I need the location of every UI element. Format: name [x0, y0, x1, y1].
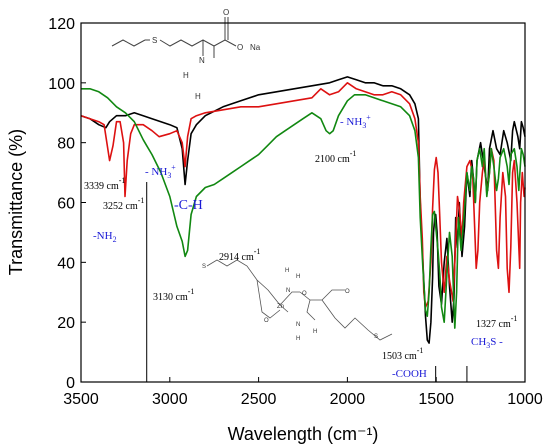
- mol-bot-h2-label: H: [296, 274, 300, 280]
- peak-annotation: - NH3+: [145, 163, 176, 180]
- x-tick-label: 1500: [418, 391, 454, 408]
- annotation-sup: -1: [119, 176, 126, 185]
- annotation-text: -C-H: [174, 198, 203, 213]
- mol-bot-o1-label: O: [302, 291, 307, 297]
- annotation-text: -NH: [93, 230, 113, 242]
- annotation-sup: -1: [138, 196, 145, 205]
- series-line-green: [81, 88, 526, 329]
- y-tick-label: 20: [57, 315, 75, 332]
- mol-bot-s2-label: S: [374, 334, 378, 340]
- series-lines: [80, 76, 526, 344]
- annotation-sub: 3: [362, 121, 366, 130]
- annotation-sup: -1: [417, 346, 424, 355]
- mol-top-h1-label: H: [183, 71, 189, 80]
- peak-annotation: 1327 cm-1: [476, 314, 517, 330]
- annotation-text: - NH: [145, 166, 167, 178]
- mol-top-na-label: Na: [250, 43, 261, 52]
- peak-annotation: -C-H: [174, 198, 203, 213]
- series-line-black: [80, 76, 526, 344]
- annotation-text: 1327 cm: [476, 319, 511, 330]
- peak-markers: [146, 182, 468, 382]
- plot-frame: [80, 22, 526, 383]
- mol-bot-n1-label: N: [286, 288, 290, 294]
- peak-annotation: - NH3+: [340, 113, 371, 130]
- peak-annotation: CH3S -: [471, 336, 503, 350]
- annotation-text: 3339 cm: [84, 181, 119, 192]
- annotation-text: 2100 cm: [315, 154, 350, 165]
- x-tick-label: 2500: [241, 391, 277, 408]
- mol-top-n-label: N: [199, 56, 205, 65]
- mol-top-o-label: O: [223, 8, 229, 17]
- y-axis-title: Transmittance (%): [6, 129, 26, 275]
- peak-annotation: 3339 cm-1: [84, 176, 125, 192]
- mol-top-h2-label: H: [195, 92, 201, 101]
- molecule-bottom: S Zn N H H O O O N H H S: [202, 259, 393, 342]
- annotation-text: 3252 cm: [103, 201, 138, 212]
- annotation-sub: 3: [167, 171, 171, 180]
- mol-bot-o2-label: O: [345, 289, 350, 295]
- peak-annotation: 3130 cm-1: [153, 287, 194, 303]
- mol-bot-h3-label: H: [296, 336, 300, 342]
- x-tick-label: 3500: [63, 391, 99, 408]
- annotation-text: 3130 cm: [153, 292, 188, 303]
- y-tick-label: 0: [66, 375, 75, 392]
- y-tick-label: 120: [48, 16, 75, 33]
- mol-bot-o3-label: O: [264, 318, 269, 324]
- annotation-text: 1503 cm: [382, 351, 417, 362]
- annotation-sup: -1: [254, 247, 261, 256]
- mol-top-s-label: S: [152, 36, 157, 45]
- annotation-sub: 3: [486, 341, 490, 350]
- annotation-tail: S -: [490, 336, 503, 348]
- mol-bot-zn-label: Zn: [277, 304, 284, 310]
- mol-bot-h4-label: H: [313, 329, 317, 335]
- molecule-top: S O O Na N H H: [111, 8, 261, 101]
- y-axis-ticks: 0 20 40 60 80 100 120: [48, 16, 86, 392]
- annotation-sup: -1: [350, 149, 357, 158]
- annotation-sup: -1: [188, 287, 195, 296]
- y-tick-label: 60: [57, 196, 75, 213]
- y-tick-label: 80: [57, 136, 75, 153]
- x-tick-label: 3000: [152, 391, 188, 408]
- mol-bot-n2-label: N: [296, 322, 300, 328]
- x-axis-title: Wavelength (cm⁻¹): [228, 424, 379, 444]
- annotation-sub: 2: [113, 235, 117, 244]
- x-axis-ticks: 3500 3000 2500 2000 1500 1000: [63, 377, 543, 408]
- peak-annotation: 3252 cm-1: [103, 196, 144, 212]
- annotation-sup: +: [171, 163, 176, 172]
- peak-annotation: -NH2: [93, 230, 117, 244]
- peak-annotation: 2914 cm-1: [219, 247, 260, 263]
- annotation-text: 2914 cm: [219, 252, 254, 263]
- annotation-text: -COOH: [392, 368, 427, 380]
- y-tick-label: 100: [48, 76, 75, 93]
- mol-bot-h1-label: H: [285, 268, 289, 274]
- mol-bot-s1-label: S: [202, 264, 206, 270]
- x-tick-label: 1000: [507, 391, 543, 408]
- annotation-sup: +: [366, 113, 371, 122]
- annotation-sup: -1: [511, 314, 518, 323]
- peak-annotation: 2100 cm-1: [315, 149, 356, 165]
- y-tick-label: 40: [57, 255, 75, 272]
- annotation-text: CH: [471, 336, 486, 348]
- peak-annotation: 1503 cm-1: [382, 346, 423, 362]
- mol-top-o2-label: O: [237, 43, 243, 52]
- annotation-text: - NH: [340, 116, 362, 128]
- peak-annotation: -COOH: [392, 368, 427, 380]
- x-tick-label: 2000: [330, 391, 366, 408]
